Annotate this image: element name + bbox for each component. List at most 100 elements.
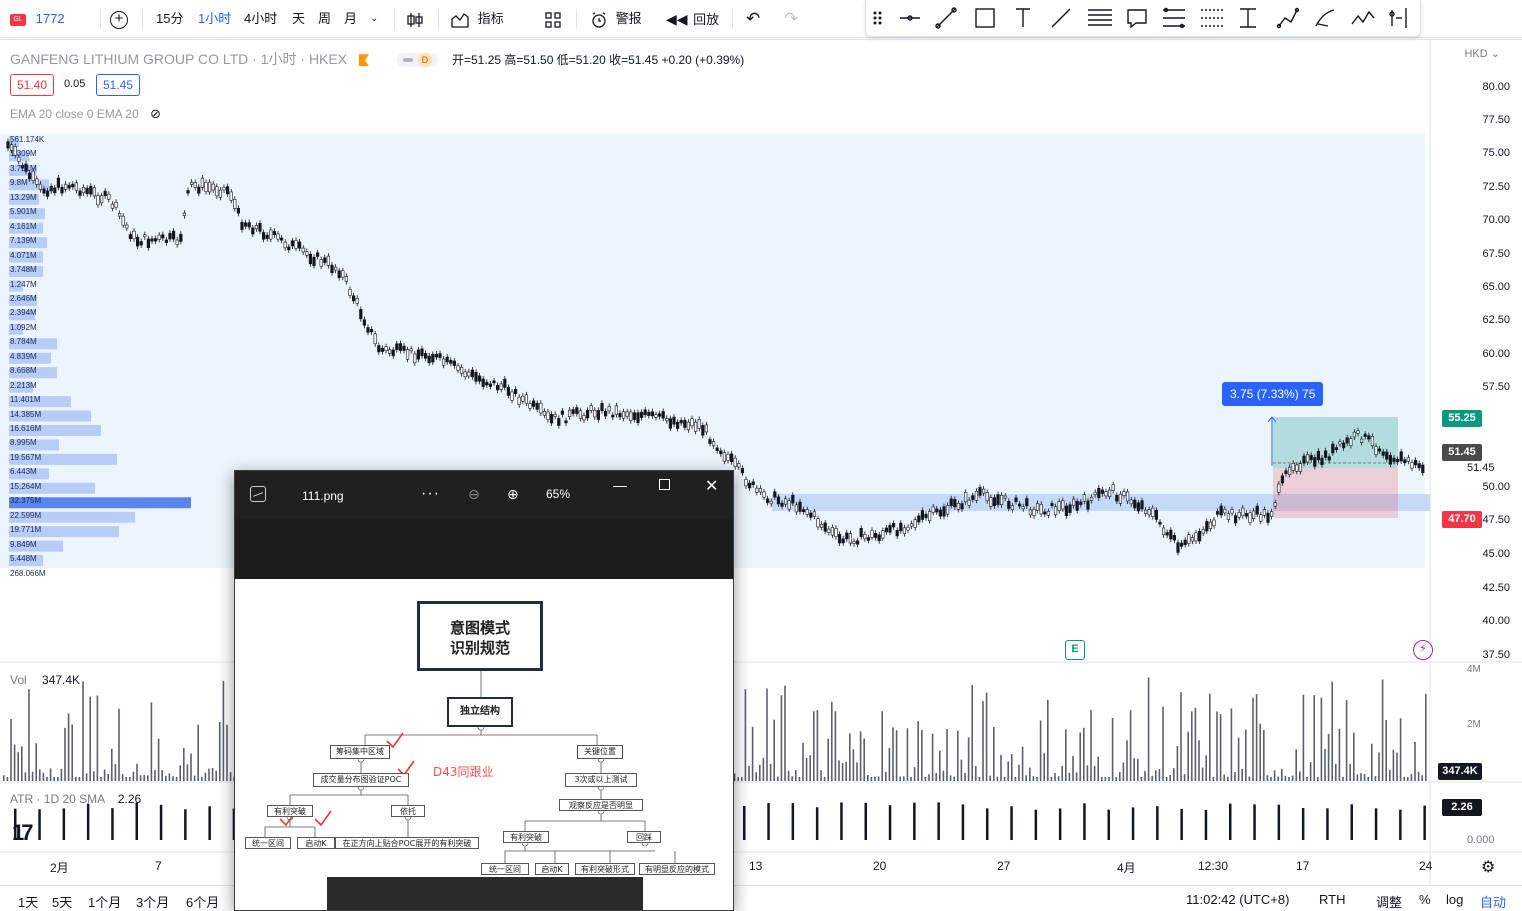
clock[interactable]: 11:02:42 (UTC+8) [1186,892,1290,907]
time-axis-label: 2月 [50,861,69,875]
volume-legend[interactable]: Vol 347.4K [10,673,80,687]
volume-bar [1032,776,1035,781]
parallel-channel-icon[interactable] [1088,9,1112,26]
alerts-button[interactable]: 警报 [590,0,642,38]
volume-bar [186,764,189,781]
range-3m[interactable]: 3个月 [136,895,170,910]
price-range-icon[interactable] [1240,8,1256,28]
eye-hidden-icon[interactable]: ⊘ [150,106,161,121]
volume-bar [1345,700,1348,781]
chart-type-button[interactable] [406,0,424,38]
viewer-image[interactable]: 意图模式 识别规范 独立结构 筹码集中区域 成交量分布图验证POC 有利突破 依… [235,579,733,910]
symbol-legend[interactable]: GANFENG LITHIUM GROUP CO LTD · 1小时 · HKE… [10,49,438,69]
horizontal-line-icon[interactable] [900,15,920,21]
text-icon[interactable] [1016,8,1030,27]
candle-body [85,187,89,195]
candle-body [143,234,147,238]
trend-line-icon[interactable] [935,7,957,29]
candle-body [258,223,262,232]
range-1m[interactable]: 1个月 [88,895,122,910]
volume-bar [17,752,19,781]
rectangle-icon[interactable] [975,8,995,28]
zoom-in-icon[interactable]: ⊕ [507,486,519,502]
range-1d[interactable]: 1天 [18,895,39,910]
long-position-target-zone[interactable] [1273,417,1398,468]
settings-gear-icon[interactable]: ⚙ [1481,859,1496,876]
volume-bar [157,738,160,781]
path-icon[interactable] [1276,7,1300,29]
earnings-event-icon[interactable]: E [1065,640,1085,660]
indicators-button[interactable]: 指标 [450,0,504,38]
candle-body [182,212,187,217]
replay-button[interactable]: ◀◀ 回放 [666,11,720,27]
candle-body [413,353,417,364]
candle-body [618,412,622,418]
fib-retracement-icon[interactable] [1163,7,1185,29]
add-symbol-button[interactable]: + [110,0,128,38]
percent-toggle[interactable]: % [1419,892,1431,907]
time-axis-label: 20 [873,859,887,873]
interval-month[interactable]: 月 [344,11,358,26]
maximize-icon[interactable] [659,479,670,490]
candle-body [463,371,467,378]
zigzag-icon[interactable] [1351,10,1375,25]
interval-1h[interactable]: 1小时 [198,11,232,26]
candle-body [27,172,32,180]
candle-body [582,415,586,421]
bid-price-button[interactable]: 51.40 [10,74,55,96]
candle-body [132,230,136,240]
minimize-icon[interactable]: — [613,477,627,493]
price-chart[interactable] [0,40,1522,885]
zoom-out-icon[interactable]: ⊖ [468,486,480,502]
candle-body [96,195,100,206]
ask-price-button[interactable]: 51.45 [96,74,141,96]
callout-icon[interactable] [1127,9,1147,29]
zoom-level[interactable]: 65% [546,487,571,501]
volume-bar [1025,775,1027,781]
drag-handle-icon[interactable] [873,11,882,25]
candle-body [1072,498,1076,506]
atr-bar [38,809,41,840]
undo-button[interactable]: ↶ [746,0,760,38]
candle-body [816,518,820,528]
brush-icon[interactable] [1315,9,1335,27]
viewer-titlebar[interactable]: 111.png ··· ⊖ ⊕ 65% — ✕ [235,471,733,519]
log-toggle[interactable]: log [1446,892,1464,907]
long-position-stop-zone[interactable] [1273,468,1398,518]
lightning-event-icon[interactable]: ⚡ [1413,640,1433,660]
photo-viewer-window[interactable]: 111.png ··· ⊖ ⊕ 65% — ✕ [234,470,734,911]
redo-button[interactable]: ↷ [784,0,798,38]
interval-week[interactable]: 周 [318,11,332,26]
layout-button[interactable] [544,0,562,38]
candle-body [510,391,514,401]
candle-body [146,238,151,248]
volume-bar [60,768,63,781]
adjust-toggle[interactable]: 调整 [1376,895,1403,910]
interval-4h[interactable]: 4小时 [244,11,278,26]
interval-day[interactable]: 天 [292,11,306,26]
ray-icon[interactable] [1051,8,1071,28]
interval-15m[interactable]: 15分 [156,11,184,26]
fib-extension-icon[interactable] [1201,9,1223,27]
ema-legend[interactable]: EMA 20 close 0 EMA 20 ⊘ [10,106,161,122]
candle-body [35,178,39,185]
volume-bar [179,765,181,781]
candle-body [287,246,291,251]
range-6m[interactable]: 6个月 [186,895,220,910]
symbol-search[interactable]: GL 1772 [10,0,65,38]
close-icon[interactable]: ✕ [705,478,719,495]
candle-body [1180,542,1184,547]
atr-legend[interactable]: ATR · 1D 20 SMA 2.26 [10,792,141,806]
time-axis-label: 13 [749,859,763,873]
candle-body [863,534,867,540]
range-5d[interactable]: 5天 [52,895,73,910]
currency-selector[interactable]: HKD ⌄ [1464,48,1500,60]
rth-toggle[interactable]: RTH [1319,892,1346,907]
candle-body [960,503,964,510]
session-badge[interactable]: D [396,53,438,68]
time-axis-label: 7 [155,859,162,873]
auto-toggle[interactable]: 自动 [1480,895,1507,910]
interval-dropdown-chevron-icon[interactable]: ⌄ [370,13,379,24]
long-position-icon[interactable] [1389,8,1407,28]
more-options-icon[interactable]: ··· [421,485,440,502]
